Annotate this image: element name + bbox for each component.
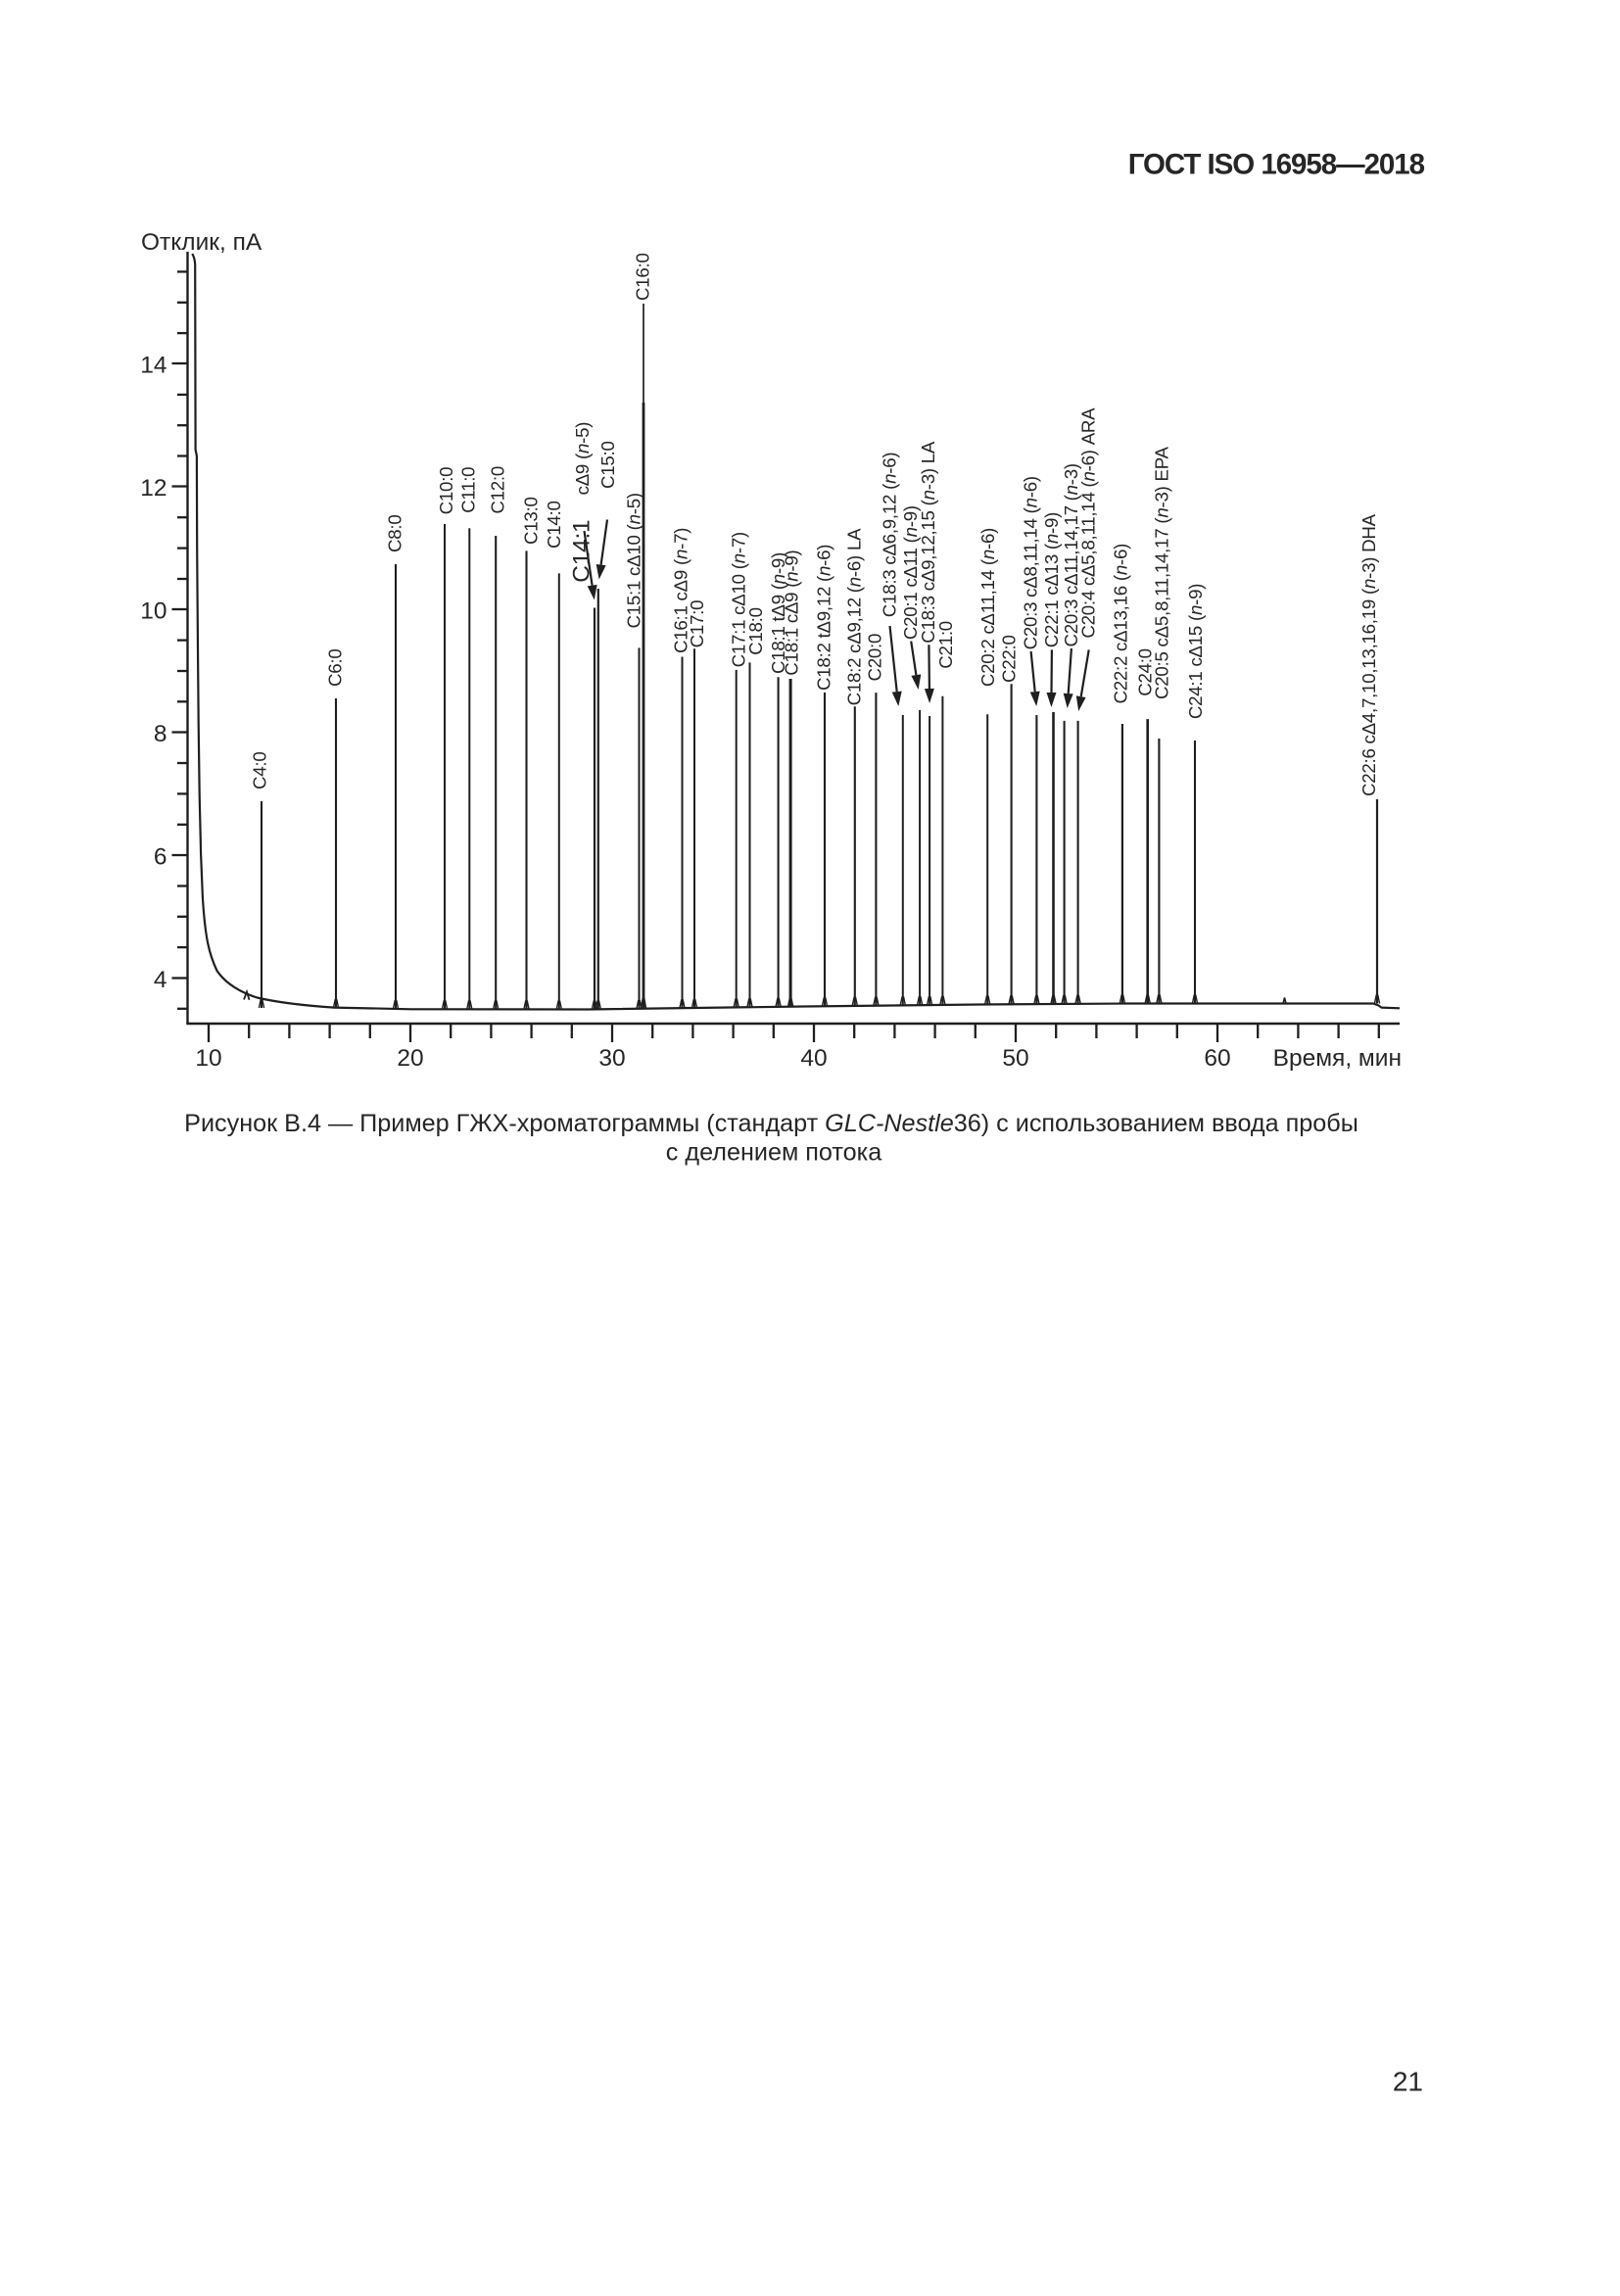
svg-text:C4:0: C4:0 xyxy=(250,752,270,789)
svg-text:C20:2 cΔ11,14 (n-6): C20:2 cΔ11,14 (n-6) xyxy=(977,528,998,687)
svg-text:C18:1 cΔ9 (n-9): C18:1 cΔ9 (n-9) xyxy=(782,550,802,675)
svg-text:C21:0: C21:0 xyxy=(935,621,956,669)
svg-text:C18:0: C18:0 xyxy=(745,607,766,655)
svg-text:Время, мин: Время, мин xyxy=(1273,1045,1402,1072)
svg-text:4: 4 xyxy=(154,967,167,993)
svg-text:C11:0: C11:0 xyxy=(458,467,479,513)
svg-text:C22:1 cΔ13 (n-9): C22:1 cΔ13 (n-9) xyxy=(1041,512,1062,647)
svg-text:Рисунок В.4 — Пример ГЖХ-хрома: Рисунок В.4 — Пример ГЖХ-хроматограммы (… xyxy=(184,1110,1358,1137)
svg-text:C15:1 cΔ10 (n-5): C15:1 cΔ10 (n-5) xyxy=(624,493,644,628)
svg-text:C24:1 cΔ15 (n-9): C24:1 cΔ15 (n-9) xyxy=(1185,584,1206,719)
svg-text:40: 40 xyxy=(800,1045,827,1072)
svg-text:C15:0: C15:0 xyxy=(597,441,618,489)
svg-text:6: 6 xyxy=(154,844,167,871)
svg-text:12: 12 xyxy=(140,475,167,502)
svg-text:C20:3 cΔ8,11,14 (n-6): C20:3 cΔ8,11,14 (n-6) xyxy=(1020,476,1040,649)
svg-text:20: 20 xyxy=(397,1045,423,1072)
svg-text:C14:1: C14:1 xyxy=(569,520,596,583)
svg-text:C14:0: C14:0 xyxy=(544,501,564,549)
svg-text:50: 50 xyxy=(1002,1045,1028,1072)
svg-text:10: 10 xyxy=(140,598,167,625)
svg-text:C17:0: C17:0 xyxy=(687,600,707,648)
svg-text:C10:0: C10:0 xyxy=(436,467,456,515)
svg-text:8: 8 xyxy=(154,721,167,747)
svg-text:C20:0: C20:0 xyxy=(864,634,884,682)
svg-text:C16:0: C16:0 xyxy=(633,253,653,301)
svg-text:с делением потока: с делением потока xyxy=(666,1139,882,1167)
svg-text:C18:2 cΔ9,12 (n-6) LA: C18:2 cΔ9,12 (n-6) LA xyxy=(844,528,865,706)
svg-text:Отклик, пА: Отклик, пА xyxy=(141,229,262,256)
svg-text:60: 60 xyxy=(1204,1045,1230,1072)
svg-text:C20:4 cΔ5,8,11,14 (n-6) ARA: C20:4 cΔ5,8,11,14 (n-6) ARA xyxy=(1078,407,1099,639)
svg-text:C20:5 cΔ5,8,11,14,17 (n-3) EPA: C20:5 cΔ5,8,11,14,17 (n-3) EPA xyxy=(1152,446,1172,699)
svg-text:C13:0: C13:0 xyxy=(521,497,542,545)
svg-text:ГОСТ ISO 16958—2018: ГОСТ ISO 16958—2018 xyxy=(1128,149,1425,181)
svg-text:30: 30 xyxy=(598,1045,625,1072)
svg-text:cΔ9 (n-5): cΔ9 (n-5) xyxy=(572,422,593,496)
svg-text:14: 14 xyxy=(140,353,167,379)
svg-text:C22:2 cΔ13,16 (n-6): C22:2 cΔ13,16 (n-6) xyxy=(1111,544,1131,704)
svg-text:C22:6 cΔ4,7,10,13,16,19 (n-3): C22:6 cΔ4,7,10,13,16,19 (n-3) DHA xyxy=(1358,513,1379,796)
svg-text:C18:3 cΔ6,9,12 (n-6): C18:3 cΔ6,9,12 (n-6) xyxy=(879,453,899,618)
svg-text:C18:2 tΔ9,12 (n-6): C18:2 tΔ9,12 (n-6) xyxy=(814,545,834,691)
svg-text:10: 10 xyxy=(195,1045,221,1072)
svg-text:C18:3 cΔ9,12,15 (n-3) LA: C18:3 cΔ9,12,15 (n-3) LA xyxy=(918,441,938,644)
svg-text:21: 21 xyxy=(1393,2067,1423,2097)
svg-text:C8:0: C8:0 xyxy=(385,515,405,552)
svg-text:C22:0: C22:0 xyxy=(998,635,1019,683)
svg-text:C12:0: C12:0 xyxy=(488,466,508,514)
svg-text:C6:0: C6:0 xyxy=(325,649,346,687)
